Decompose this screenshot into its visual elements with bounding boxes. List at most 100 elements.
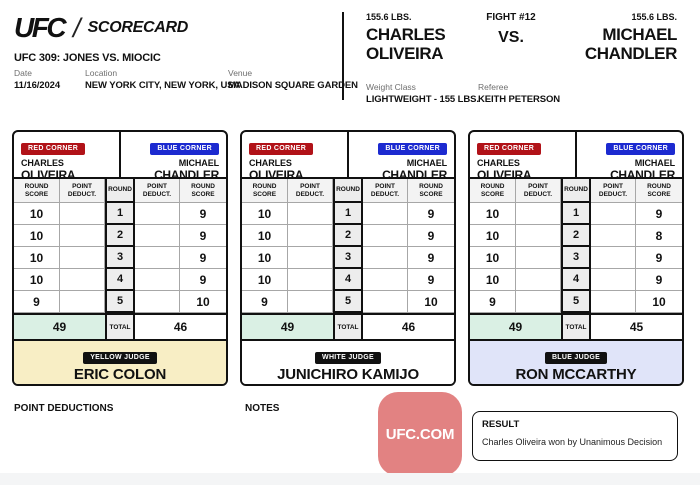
blue-point-deduction-cell	[363, 225, 408, 247]
red-total-cell: 49	[242, 315, 333, 339]
blue-round-score: 9	[408, 203, 454, 225]
judge-name: JUNICHIRO KAMIJO	[277, 366, 419, 383]
blue-point-deduction-cell	[363, 203, 408, 225]
red-corner-badge: RED CORNER	[21, 142, 86, 155]
round-number-cell: 2	[561, 225, 591, 247]
round-number-cell: 4	[561, 269, 591, 291]
blue-point-deduction-cell	[591, 225, 636, 247]
col-header-round: ROUND	[333, 179, 363, 203]
red-point-deduction-cell	[516, 225, 561, 247]
red-point-deduction-cell	[516, 291, 561, 313]
score-grid-header: ROUND SCORE POINT DEDUCT. ROUND POINT DEDUC…	[470, 179, 682, 203]
round-number-cell: 2	[333, 225, 363, 247]
judge-name: ERIC COLON	[73, 366, 167, 383]
round-number-cell: 5	[105, 291, 135, 313]
red-fighter-name: CHARLES OLIVEIRA	[21, 158, 76, 182]
ufc-scorecard-logo: UFC / SCORECARD	[14, 12, 188, 44]
judge-footer: YELLOW JUDGE ERIC COLON	[14, 339, 226, 384]
round-number-cell: 3	[333, 247, 363, 269]
venue-value: MADISON SQUARE GARDEN	[228, 80, 358, 91]
red-corner-badge: RED CORNER	[477, 142, 542, 155]
total-label: TOTAL	[561, 315, 591, 339]
point-deductions-label: POINT DEDUCTIONS	[14, 403, 114, 414]
score-grid-rows: 10 1 9 10 2 8 10 3 9 10 4 9 9 5 10	[470, 203, 682, 313]
round-number-cell: 1	[105, 203, 135, 225]
blue-corner-badge: BLUE CORNER	[606, 142, 675, 155]
red-corner-half: RED CORNER CHARLES OLIVEIRA	[470, 132, 576, 182]
blue-round-score: 9	[636, 269, 682, 291]
blue-point-deduction-cell	[363, 291, 408, 313]
round-row: 10 3 9	[470, 247, 682, 269]
round-row: 10 3 9	[242, 247, 454, 269]
round-row: 10 4 9	[14, 269, 226, 291]
red-point-deduction-cell	[516, 203, 561, 225]
col-header-round: ROUND	[561, 179, 591, 203]
page-bottom-strip	[0, 473, 700, 485]
scorecard-wordmark: SCORECARD	[87, 19, 189, 36]
red-point-deduction-cell	[288, 269, 333, 291]
red-point-deduction-cell	[60, 203, 105, 225]
logo-slash: /	[73, 12, 81, 43]
blue-fighter-name: MICHAEL CHANDLER	[382, 158, 447, 182]
result-label: RESULT	[482, 419, 520, 430]
blue-point-deduction-cell	[135, 291, 180, 313]
red-round-score: 9	[470, 291, 516, 313]
blue-fighter-header: 155.6 LBS. MICHAEL CHANDLER	[585, 12, 678, 63]
blue-round-score: 10	[636, 291, 682, 313]
blue-round-score: 10	[180, 291, 226, 313]
red-round-score: 10	[242, 269, 288, 291]
referee: Referee KEITH PETERSON	[478, 82, 560, 105]
red-round-score: 10	[14, 247, 60, 269]
blue-round-score: 9	[180, 247, 226, 269]
col-header-blue-round-score: ROUND SCORE	[180, 179, 226, 203]
blue-point-deduction-cell	[135, 269, 180, 291]
blue-corner-half: BLUE CORNER MICHAEL CHANDLER	[120, 132, 226, 182]
blue-round-score: 9	[408, 247, 454, 269]
score-grid-header: ROUND SCORE POINT DEDUCT. ROUND POINT DEDUC…	[242, 179, 454, 203]
score-grid-rows: 10 1 9 10 2 9 10 3 9 10 4 9 9 5 10	[242, 203, 454, 313]
red-fighter-name: CHARLES OLIVEIRA	[249, 158, 304, 182]
fighter-names-header: RED CORNER CHARLES OLIVEIRA BLUE CORNER …	[242, 132, 454, 182]
round-number-cell: 3	[561, 247, 591, 269]
blue-point-deduction-cell	[591, 269, 636, 291]
round-row: 10 1 9	[470, 203, 682, 225]
event-venue: Venue MADISON SQUARE GARDEN	[228, 68, 358, 91]
judge-footer: WHITE JUDGE JUNICHIRO KAMIJO	[242, 339, 454, 384]
judge-badge: WHITE JUDGE	[315, 351, 381, 364]
header-divider	[342, 12, 344, 100]
col-header-red-point-deduct: POINT DEDUCT.	[288, 179, 333, 203]
col-header-blue-point-deduct: POINT DEDUCT.	[135, 179, 180, 203]
blue-fighter-name: MICHAEL CHANDLER	[610, 158, 675, 182]
vs-label: VS.	[498, 29, 524, 46]
scorecard-eric-colon: RED CORNER CHARLES OLIVEIRA BLUE CORNER …	[12, 130, 228, 386]
round-number-cell: 5	[561, 291, 591, 313]
blue-point-deduction-cell	[591, 291, 636, 313]
referee-value: KEITH PETERSON	[478, 94, 560, 105]
blue-total-cell: 45	[591, 315, 682, 339]
red-point-deduction-cell	[60, 247, 105, 269]
round-row: 10 2 9	[14, 225, 226, 247]
red-round-score: 10	[14, 269, 60, 291]
red-point-deduction-cell	[516, 269, 561, 291]
red-fighter-weight: 155.6 LBS.	[366, 12, 412, 22]
date-label: Date	[14, 68, 32, 78]
red-point-deduction-cell	[60, 269, 105, 291]
ufc-com-badge[interactable]: UFC.COM	[378, 392, 462, 476]
scorecard-ron-mccarthy: RED CORNER CHARLES OLIVEIRA BLUE CORNER …	[468, 130, 684, 386]
round-row: 10 2 9	[242, 225, 454, 247]
blue-corner-badge: BLUE CORNER	[378, 142, 447, 155]
total-label: TOTAL	[105, 315, 135, 339]
round-number-cell: 1	[561, 203, 591, 225]
round-row: 10 3 9	[14, 247, 226, 269]
judge-footer: BLUE JUDGE RON MCCARTHY	[470, 339, 682, 384]
round-number-cell: 2	[105, 225, 135, 247]
red-total-cell: 49	[14, 315, 105, 339]
blue-round-score: 8	[636, 225, 682, 247]
round-row: 9 5 10	[242, 291, 454, 313]
red-total-cell: 49	[470, 315, 561, 339]
col-header-red-round-score: ROUND SCORE	[470, 179, 516, 203]
location-value: NEW YORK CITY, NEW YORK, USA	[85, 80, 241, 91]
red-round-score: 9	[14, 291, 60, 313]
red-point-deduction-cell	[288, 247, 333, 269]
weight-class: Weight Class LIGHTWEIGHT - 155 LBS.	[366, 82, 479, 105]
